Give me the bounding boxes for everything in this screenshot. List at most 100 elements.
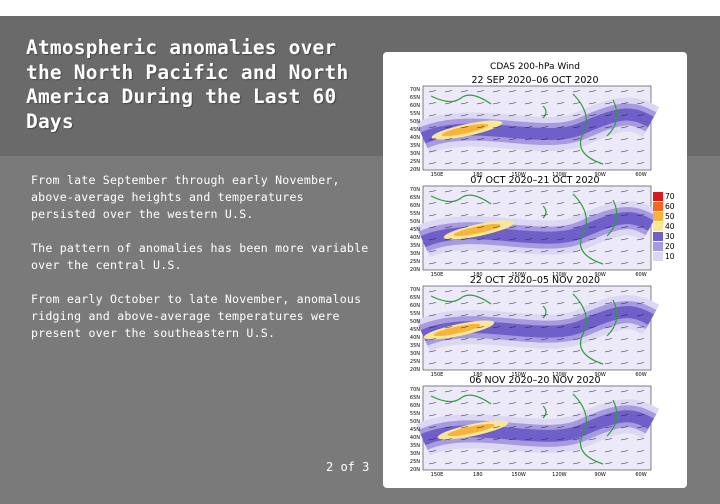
lat-label: 45N	[410, 327, 420, 333]
wind-vector	[588, 250, 597, 253]
lat-label: 35N	[410, 443, 420, 449]
wind-vector	[508, 90, 517, 93]
lat-label: 45N	[410, 127, 420, 133]
wind-vector	[476, 390, 485, 393]
wind-vector	[540, 214, 549, 217]
wind-vector	[460, 450, 469, 453]
lat-label: 35N	[410, 243, 420, 249]
wind-vector	[444, 302, 453, 305]
colorbar-label: 40	[665, 222, 675, 231]
wind-vector	[524, 190, 533, 193]
lat-label: 20N	[410, 367, 420, 373]
wind-vector	[604, 414, 613, 417]
wind-vector	[444, 202, 453, 205]
wind-vector	[444, 138, 453, 141]
wind-vector	[524, 290, 533, 293]
lat-label: 60N	[410, 403, 420, 409]
wind-vector	[524, 426, 533, 429]
wind-vector	[460, 362, 469, 365]
wind-vector	[492, 202, 501, 205]
lon-label: 60W	[635, 172, 646, 178]
wind-vector	[620, 250, 629, 253]
wind-vector	[508, 302, 517, 305]
wind-vector	[492, 162, 501, 165]
wind-vector	[428, 290, 437, 293]
lat-label: 45N	[410, 227, 420, 233]
wind-vector	[428, 114, 437, 117]
lat-label: 30N	[410, 351, 420, 357]
lat-label: 60N	[410, 303, 420, 309]
wind-vector	[620, 262, 629, 265]
wind-vector	[620, 190, 629, 193]
wind-vector	[620, 362, 629, 365]
wind-vector	[556, 314, 565, 317]
wind-vector	[492, 190, 501, 193]
map-panel: 70N 65N 60N 55N 50N 45N 40N 35N 30N 25N 20N 150E 180…	[410, 85, 660, 178]
wind-vector	[460, 390, 469, 393]
wind-vector	[620, 462, 629, 465]
wind-vector	[428, 162, 437, 165]
wind-vector	[460, 262, 469, 265]
wind-vector	[476, 262, 485, 265]
wind-vector	[460, 202, 469, 205]
wind-vector	[588, 350, 597, 353]
wind-vector	[572, 190, 581, 193]
wind-vector	[444, 214, 453, 217]
wind-vector	[604, 126, 613, 129]
wind-vector	[508, 262, 517, 265]
wind-vector	[428, 438, 437, 441]
wind-vector	[492, 290, 501, 293]
wind-vector	[636, 314, 645, 317]
wind-vector	[572, 390, 581, 393]
wind-vector	[460, 138, 469, 141]
wind-vector	[636, 338, 645, 341]
wind-vector	[476, 214, 485, 217]
wind-vector	[620, 238, 629, 241]
lon-label: 150E	[431, 272, 444, 278]
panel-title: 22 OCT 2020–05 NOV 2020	[469, 275, 601, 286]
wind-vector	[588, 290, 597, 293]
wind-vector	[444, 90, 453, 93]
wind-vector	[556, 238, 565, 241]
wind-vector	[444, 326, 453, 329]
wind-vector	[508, 114, 517, 117]
wind-vector	[572, 126, 581, 129]
wind-vector	[604, 362, 613, 365]
wind-vector	[492, 338, 501, 341]
lon-label: 60W	[635, 372, 646, 378]
wind-vector	[572, 90, 581, 93]
wind-maps: 70N 65N 60N 55N 50N 45N 40N 35N 30N 25N 20N 150E 180…	[410, 85, 660, 478]
wind-vector	[588, 438, 597, 441]
wind-vector	[460, 338, 469, 341]
wind-vector	[508, 314, 517, 317]
wind-vector	[460, 214, 469, 217]
colorbar-label: 50	[665, 212, 675, 221]
wind-vector	[588, 114, 597, 117]
wind-vector	[636, 250, 645, 253]
wind-vector	[540, 262, 549, 265]
wind-vector	[540, 302, 549, 305]
wind-vector	[588, 226, 597, 229]
wind-vector	[460, 302, 469, 305]
wind-vector	[476, 226, 485, 229]
wind-vector	[604, 302, 613, 305]
wind-vector	[556, 138, 565, 141]
lon-label: 60W	[635, 472, 646, 478]
wind-vector	[556, 126, 565, 129]
wind-vector	[604, 450, 613, 453]
lon-label: 60W	[635, 272, 646, 278]
wind-vector	[476, 402, 485, 405]
wind-vector	[428, 450, 437, 453]
wind-vector	[540, 314, 549, 317]
wind-vector	[428, 314, 437, 317]
wind-vector	[492, 314, 501, 317]
wind-vector	[636, 262, 645, 265]
wind-vector	[444, 250, 453, 253]
wind-vector	[460, 150, 469, 153]
wind-vector	[460, 414, 469, 417]
wind-vector	[428, 190, 437, 193]
wind-vector	[604, 438, 613, 441]
wind-vector	[524, 314, 533, 317]
wind-vector	[508, 338, 517, 341]
wind-vector	[588, 238, 597, 241]
